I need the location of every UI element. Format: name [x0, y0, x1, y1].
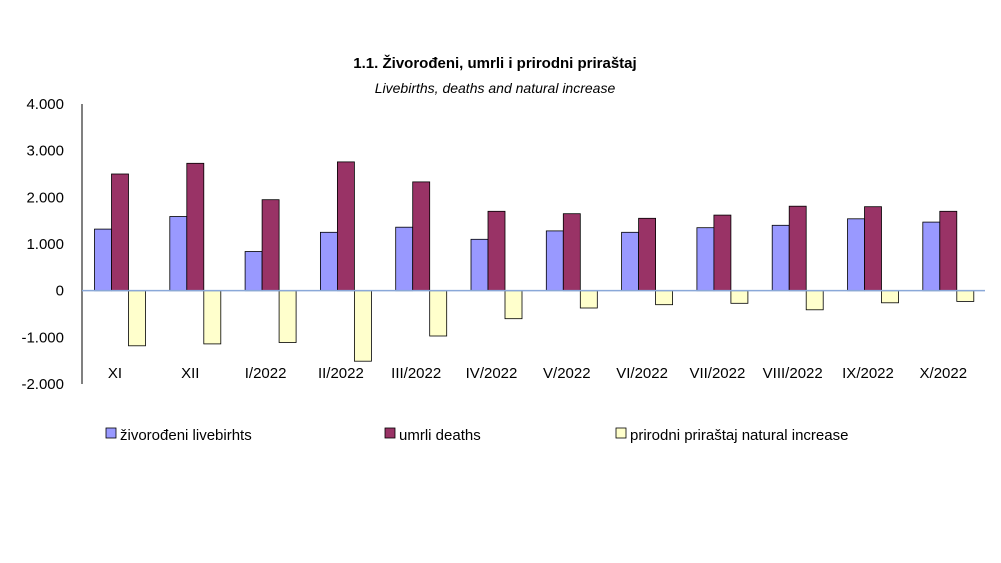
y-tick-label: 3.000: [26, 143, 64, 160]
bar-livebirths: [545, 230, 564, 291]
bar-natural-increase: [429, 290, 448, 337]
bar-deaths: [939, 210, 958, 292]
y-tick-label: 1.000: [26, 236, 64, 253]
bar-natural-increase: [128, 290, 146, 347]
bar-livebirths: [319, 231, 338, 292]
bar-deaths: [788, 205, 807, 292]
x-tick-label: VII/2022: [689, 365, 745, 382]
bar-livebirths: [169, 216, 188, 292]
bar-natural-increase: [504, 290, 523, 320]
y-tick-label: 2.000: [26, 189, 64, 206]
bar-livebirths: [94, 228, 112, 292]
bar-deaths: [864, 206, 882, 292]
x-axis-labels: XI XII I/2022 II/2022 III/2022 IV/2022 V/2022 V…: [108, 365, 967, 382]
bar-deaths: [186, 162, 205, 292]
legend-swatch: [105, 427, 117, 439]
bar-livebirths: [470, 238, 489, 292]
bar-natural-increase: [881, 290, 899, 304]
bar-natural-increase: [956, 290, 975, 302]
x-tick-label: V/2022: [543, 365, 591, 382]
bar-livebirths: [696, 227, 715, 292]
legend: živorođeni livebirhts umrli deaths prirodn…: [105, 427, 848, 444]
y-axis: 4.000 3.000 2.000 1.000 0 -1.000 -2.000: [21, 96, 83, 393]
y-tick-label: -1.000: [21, 329, 64, 346]
plot-area: [82, 161, 985, 362]
bar-natural-increase: [730, 290, 749, 304]
x-tick-label: VIII/2022: [763, 365, 823, 382]
chart-title: 1.1. Živorođeni, umrli i prirodni priraš…: [353, 54, 636, 72]
bar-deaths: [336, 161, 355, 292]
legend-label: umrli deaths: [399, 427, 481, 444]
bar-natural-increase: [655, 290, 673, 306]
bar-livebirths: [847, 218, 865, 292]
x-tick-label: XII: [181, 365, 199, 382]
bar-livebirths: [922, 221, 941, 292]
legend-swatch: [384, 427, 396, 439]
x-tick-label: III/2022: [391, 365, 441, 382]
bar-deaths: [111, 173, 129, 292]
x-tick-label: I/2022: [245, 365, 287, 382]
x-tick-label: IX/2022: [842, 365, 894, 382]
bar-deaths: [487, 210, 506, 292]
legend-swatch: [615, 427, 627, 439]
bar-deaths: [412, 181, 431, 291]
x-tick-label: XI: [108, 365, 122, 382]
bar-natural-increase: [203, 290, 222, 345]
bar-deaths: [562, 213, 581, 292]
bar-natural-increase: [805, 290, 824, 311]
bar-livebirths: [395, 226, 414, 292]
bar-livebirths: [244, 251, 263, 292]
bar-natural-increase: [579, 290, 598, 309]
bar-livebirths: [771, 224, 790, 292]
y-tick-label: -2.000: [21, 376, 64, 393]
bar-natural-increase: [353, 290, 372, 362]
bar-deaths: [261, 199, 280, 292]
chart-subtitle: Livebirths, deaths and natural increase: [375, 80, 616, 96]
x-tick-label: IV/2022: [466, 365, 518, 382]
bar-livebirths: [621, 231, 639, 292]
y-tick-label: 4.000: [26, 96, 64, 113]
x-tick-label: VI/2022: [616, 365, 668, 382]
bar-deaths: [638, 217, 656, 292]
bar-deaths: [713, 214, 732, 292]
x-tick-label: X/2022: [920, 365, 968, 382]
x-tick-label: II/2022: [318, 365, 364, 382]
bar-natural-increase: [278, 290, 297, 343]
legend-label: živorođeni livebirhts: [120, 427, 252, 444]
y-tick-label: 0: [56, 283, 64, 300]
legend-label: prirodni priraštaj natural increase: [630, 427, 848, 444]
